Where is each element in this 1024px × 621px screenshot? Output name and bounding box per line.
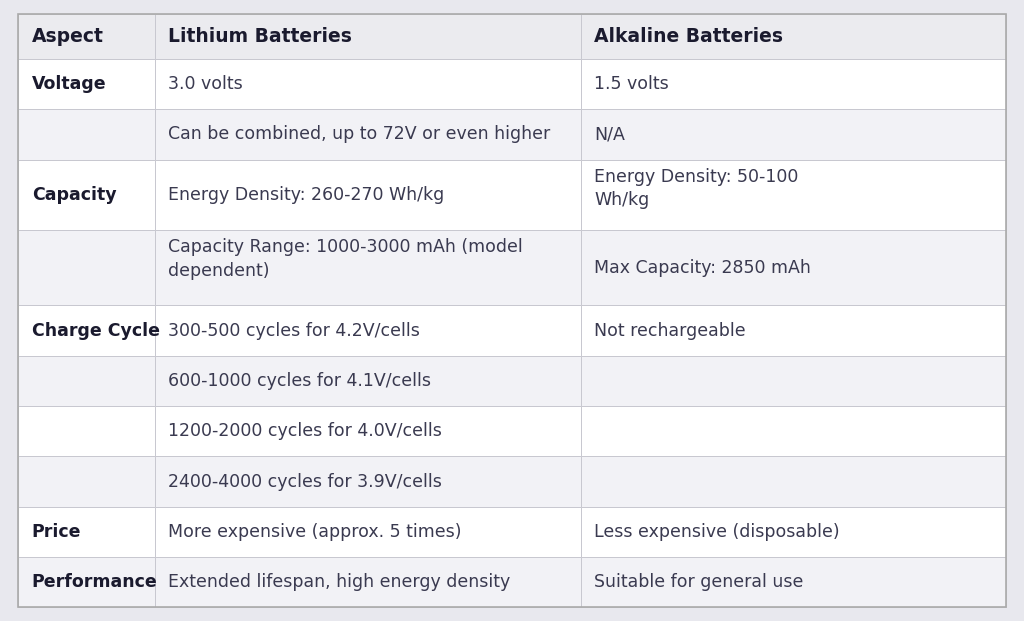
Text: 1200-2000 cycles for 4.0V/cells: 1200-2000 cycles for 4.0V/cells xyxy=(168,422,441,440)
Bar xyxy=(18,356,155,406)
Text: 1.5 volts: 1.5 volts xyxy=(594,75,669,93)
Bar xyxy=(581,109,1006,160)
Bar xyxy=(155,14,581,59)
Text: Can be combined, up to 72V or even higher: Can be combined, up to 72V or even highe… xyxy=(168,125,550,143)
Text: Performance: Performance xyxy=(32,573,158,591)
Bar xyxy=(155,456,581,507)
Bar xyxy=(581,59,1006,109)
Bar xyxy=(581,557,1006,607)
Bar xyxy=(155,507,581,557)
Bar xyxy=(18,59,155,109)
Text: 3.0 volts: 3.0 volts xyxy=(168,75,243,93)
Text: Lithium Batteries: Lithium Batteries xyxy=(168,27,352,46)
Bar xyxy=(18,406,155,456)
Text: Extended lifespan, high energy density: Extended lifespan, high energy density xyxy=(168,573,510,591)
Bar xyxy=(18,456,155,507)
Text: 2400-4000 cycles for 3.9V/cells: 2400-4000 cycles for 3.9V/cells xyxy=(168,473,441,491)
Text: Alkaline Batteries: Alkaline Batteries xyxy=(594,27,783,46)
Text: Capacity Range: 1000-3000 mAh (model
dependent): Capacity Range: 1000-3000 mAh (model dep… xyxy=(168,238,522,279)
Bar xyxy=(155,109,581,160)
Text: Max Capacity: 2850 mAh: Max Capacity: 2850 mAh xyxy=(594,259,811,277)
Bar xyxy=(155,557,581,607)
Bar xyxy=(18,306,155,356)
Bar xyxy=(18,160,155,230)
Text: Voltage: Voltage xyxy=(32,75,106,93)
Bar xyxy=(155,59,581,109)
Bar xyxy=(581,306,1006,356)
Text: Aspect: Aspect xyxy=(32,27,103,46)
Bar xyxy=(155,406,581,456)
Bar xyxy=(18,557,155,607)
Text: Less expensive (disposable): Less expensive (disposable) xyxy=(594,523,840,541)
Text: Energy Density: 50-100
Wh/kg: Energy Density: 50-100 Wh/kg xyxy=(594,168,799,209)
Bar xyxy=(581,456,1006,507)
Text: N/A: N/A xyxy=(594,125,626,143)
Text: Charge Cycle: Charge Cycle xyxy=(32,322,160,340)
Bar xyxy=(155,230,581,306)
Bar xyxy=(581,160,1006,230)
Text: Energy Density: 260-270 Wh/kg: Energy Density: 260-270 Wh/kg xyxy=(168,186,444,204)
Bar xyxy=(581,406,1006,456)
Bar xyxy=(581,14,1006,59)
Bar xyxy=(581,230,1006,306)
Bar xyxy=(18,507,155,557)
Text: Suitable for general use: Suitable for general use xyxy=(594,573,804,591)
Bar xyxy=(155,306,581,356)
Bar xyxy=(18,109,155,160)
Bar xyxy=(18,14,155,59)
Bar xyxy=(18,230,155,306)
Bar xyxy=(581,507,1006,557)
Text: More expensive (approx. 5 times): More expensive (approx. 5 times) xyxy=(168,523,462,541)
Bar xyxy=(155,356,581,406)
Text: Price: Price xyxy=(32,523,81,541)
Bar xyxy=(581,356,1006,406)
Text: Not rechargeable: Not rechargeable xyxy=(594,322,746,340)
Bar xyxy=(155,160,581,230)
Text: 300-500 cycles for 4.2V/cells: 300-500 cycles for 4.2V/cells xyxy=(168,322,420,340)
Text: 600-1000 cycles for 4.1V/cells: 600-1000 cycles for 4.1V/cells xyxy=(168,372,431,390)
Text: Capacity: Capacity xyxy=(32,186,117,204)
